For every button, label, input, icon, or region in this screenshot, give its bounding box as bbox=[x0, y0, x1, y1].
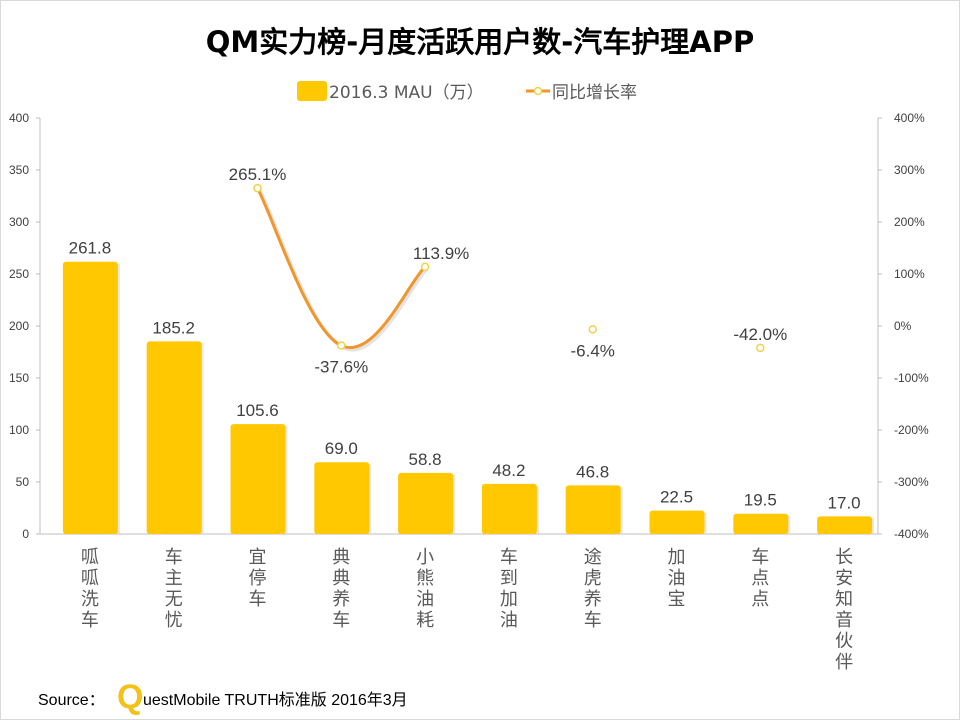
legend-line-marker bbox=[533, 86, 543, 96]
bar bbox=[817, 516, 873, 534]
left-tick-label: 150 bbox=[9, 371, 29, 385]
bar-value-label: 19.5 bbox=[744, 491, 777, 510]
growth-value-label: -42.0% bbox=[733, 325, 787, 344]
bar bbox=[314, 462, 370, 534]
legend-line-label: 同比增长率 bbox=[552, 83, 637, 103]
category-label: 典典养车 bbox=[332, 547, 350, 631]
bar bbox=[230, 424, 286, 534]
right-tick-label: 300% bbox=[894, 163, 925, 177]
left-tick-label: 200 bbox=[9, 319, 29, 333]
left-tick-label: 100 bbox=[9, 423, 29, 437]
source-prefix: Source： bbox=[38, 692, 105, 709]
right-tick-label: 400% bbox=[894, 111, 925, 125]
bar-value-label: 185.2 bbox=[152, 318, 195, 337]
questmobile-logo-q: Q bbox=[117, 678, 143, 716]
growth-value-label: 113.9% bbox=[413, 244, 469, 263]
growth-line-shadow bbox=[257, 189, 429, 352]
category-label: 宜停车 bbox=[249, 547, 267, 610]
category-label: 呱呱洗车 bbox=[81, 547, 99, 631]
right-tick-label: 0% bbox=[894, 319, 912, 333]
bar-value-label: 22.5 bbox=[660, 488, 693, 507]
growth-marker bbox=[420, 262, 430, 272]
growth-line bbox=[256, 187, 427, 350]
bar-value-label: 105.6 bbox=[236, 401, 279, 420]
category-label: 车点点 bbox=[751, 547, 769, 610]
left-tick-label: 400 bbox=[9, 111, 29, 125]
bar-value-label: 69.0 bbox=[325, 439, 358, 458]
category-label: 车主无忧 bbox=[165, 547, 183, 631]
right-tick-label: -400% bbox=[894, 527, 929, 541]
bar bbox=[733, 513, 789, 534]
left-tick-label: 350 bbox=[9, 163, 29, 177]
bar bbox=[398, 472, 454, 534]
right-tick-label: -200% bbox=[894, 423, 929, 437]
bar bbox=[649, 510, 705, 534]
right-tick-label: 200% bbox=[894, 215, 925, 229]
bar-value-label: 46.8 bbox=[576, 462, 609, 481]
chart-title: QM实力榜-月度活跃用户数-汽车护理APP bbox=[206, 25, 755, 59]
legend-bar-label: 2016.3 MAU（万） bbox=[329, 83, 484, 103]
bar bbox=[565, 485, 621, 534]
bar bbox=[146, 341, 202, 534]
right-tick-label: -300% bbox=[894, 475, 929, 489]
category-label: 车到加油 bbox=[500, 547, 518, 631]
left-tick-label: 300 bbox=[9, 215, 29, 229]
source-text: uestMobile TRUTH标准版 2016年3月 bbox=[143, 691, 408, 709]
right-tick-label: 100% bbox=[894, 267, 925, 281]
legend-bar-swatch bbox=[297, 81, 327, 101]
growth-marker bbox=[588, 325, 597, 334]
growth-marker bbox=[756, 343, 765, 353]
category-label: 途虎养车 bbox=[584, 547, 602, 631]
category-label: 长安知音伙伴 bbox=[835, 547, 853, 673]
growth-value-label: -6.4% bbox=[570, 341, 614, 360]
bar-value-label: 58.8 bbox=[409, 450, 442, 469]
bar bbox=[62, 261, 118, 534]
growth-marker bbox=[253, 183, 262, 193]
left-tick-label: 50 bbox=[16, 475, 30, 489]
growth-value-label: 265.1% bbox=[229, 165, 287, 184]
growth-value-label: -37.6% bbox=[314, 358, 368, 377]
category-label: 小熊油耗 bbox=[416, 547, 434, 631]
growth-marker bbox=[337, 341, 346, 350]
left-tick-label: 0 bbox=[22, 527, 29, 541]
bar-value-label: 261.8 bbox=[69, 239, 112, 258]
right-tick-label: -100% bbox=[894, 371, 929, 385]
bar-value-label: 48.2 bbox=[492, 461, 525, 480]
bar bbox=[481, 483, 537, 534]
left-tick-label: 250 bbox=[9, 267, 29, 281]
bar-value-label: 17.0 bbox=[828, 493, 861, 512]
category-label: 加油宝 bbox=[668, 547, 686, 610]
